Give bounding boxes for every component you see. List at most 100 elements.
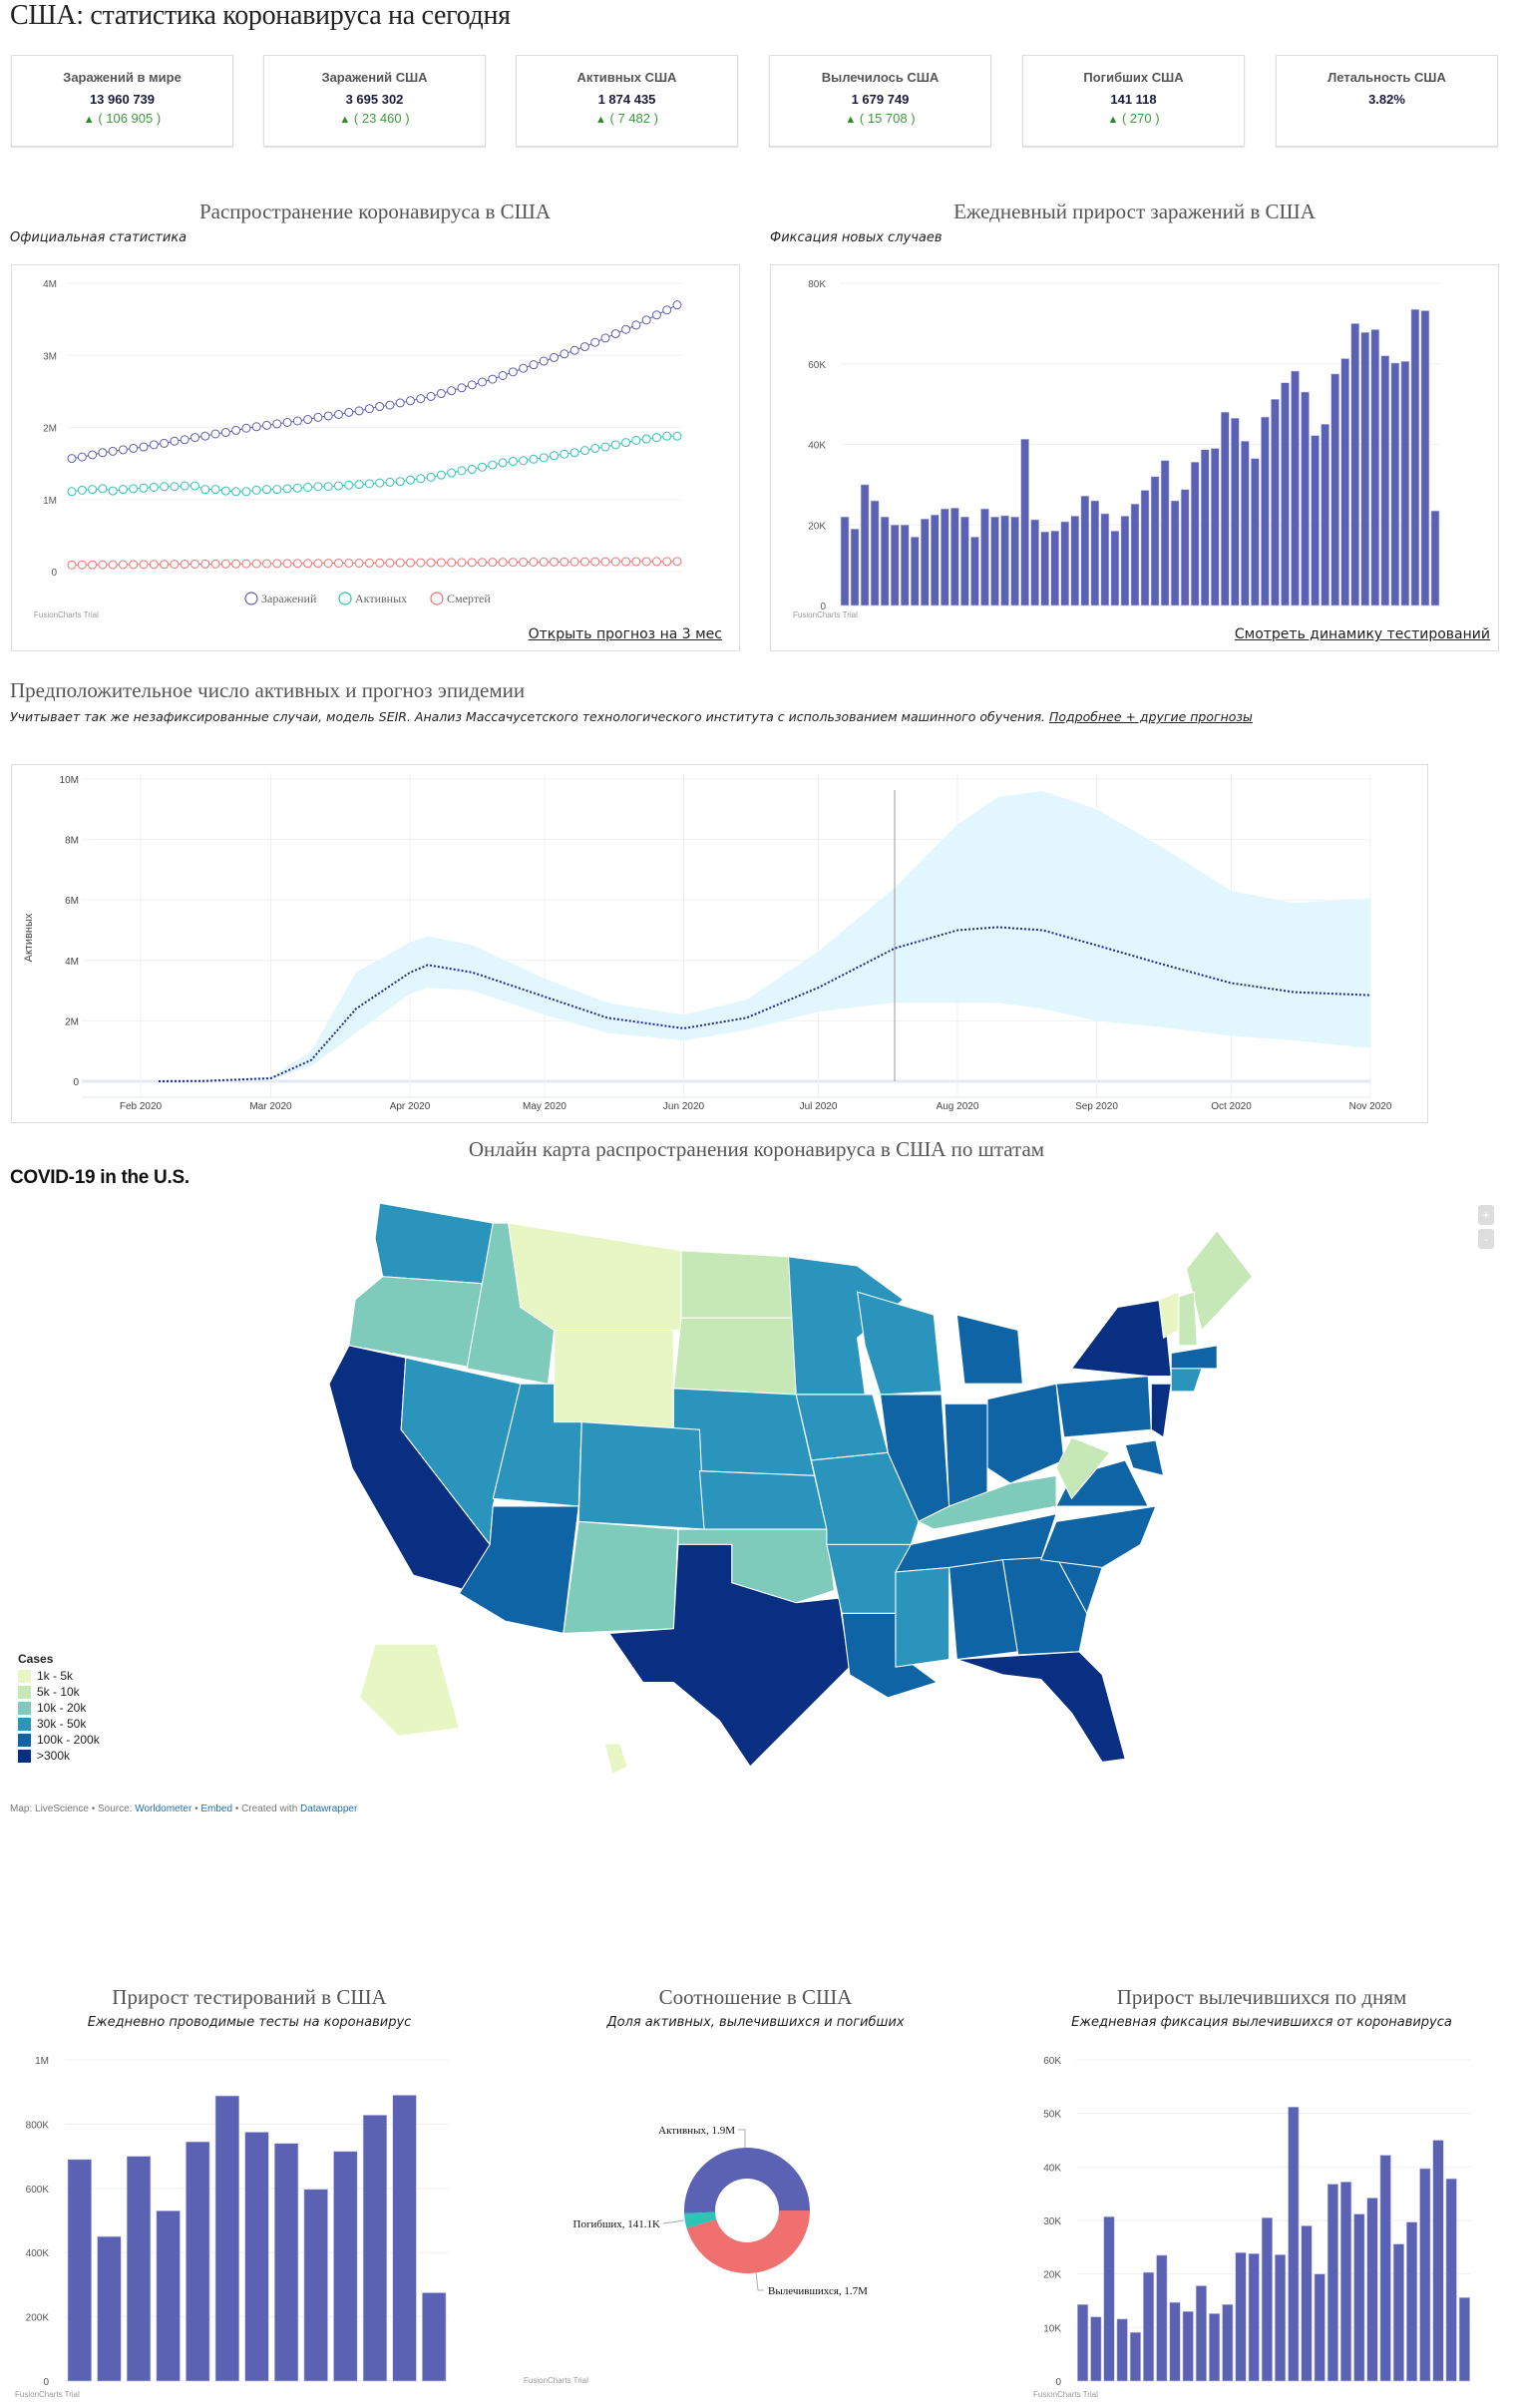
data-point (447, 386, 457, 396)
map-section-title: Онлайн карта распространения коронавирус… (468, 1137, 1045, 1161)
series-line (71, 304, 678, 460)
data-point (621, 324, 631, 334)
map-state-ct[interactable] (1170, 1368, 1203, 1393)
open-forecast-link[interactable]: Открыть прогноз на 3 мес (528, 626, 722, 642)
map-legend-item: 100k - 200k (18, 1732, 100, 1748)
us-choropleth-map[interactable] (329, 1192, 1271, 1798)
map-state-wi[interactable] (856, 1291, 943, 1396)
map-state-ms[interactable] (895, 1566, 950, 1668)
arrow-up-icon: ▲ (845, 114, 857, 126)
legend-label: Смертей (447, 592, 491, 605)
bar (1070, 516, 1080, 606)
bar (1220, 411, 1230, 606)
stat-card-us-active: Активных США 1 874 435 ▲ ( 7 482 ) (516, 55, 738, 147)
map-state-mi[interactable] (955, 1314, 1023, 1385)
map-state-nh[interactable] (1178, 1291, 1198, 1347)
map-state-ky[interactable] (917, 1474, 1057, 1530)
data-point (550, 451, 560, 461)
stat-value: 1 874 435 (597, 92, 656, 107)
more-forecasts-link[interactable]: Подробнее + другие прогнозы (1048, 709, 1253, 724)
legend-label: >300k (37, 1749, 71, 1763)
data-point (631, 557, 641, 567)
bar (333, 2151, 358, 2382)
data-point (631, 320, 641, 330)
data-point (579, 446, 589, 456)
bar (1241, 440, 1250, 606)
data-point (231, 559, 241, 569)
bar (1432, 2140, 1444, 2382)
data-point (621, 438, 631, 448)
map-legend-item: >300k (18, 1748, 100, 1764)
data-point (98, 484, 108, 494)
data-point (508, 456, 518, 466)
data-point (560, 449, 569, 459)
data-point (251, 559, 261, 569)
map-zoom-out-button[interactable]: - (1478, 1229, 1494, 1249)
data-point (344, 407, 354, 417)
map-state-az[interactable] (458, 1505, 579, 1635)
data-point (436, 558, 446, 568)
confidence-band (159, 791, 1370, 1081)
y-tick-label: 0 (1055, 2377, 1061, 2388)
stat-card-us-recovered: Вылечилось США 1 679 749 ▲ ( 15 708 ) (769, 55, 991, 147)
bar (1288, 2106, 1300, 2382)
map-state-nc[interactable] (1039, 1505, 1157, 1568)
map-zoom-in-button[interactable]: + (1478, 1205, 1494, 1225)
data-point (590, 557, 600, 567)
map-state-or[interactable] (348, 1276, 494, 1370)
donut-slice (684, 2148, 811, 2213)
arrow-up-icon: ▲ (1107, 114, 1119, 126)
bar (840, 516, 850, 606)
bar (960, 516, 969, 606)
data-point (313, 412, 323, 422)
data-point (406, 475, 416, 485)
data-point (395, 398, 405, 408)
data-point (385, 400, 395, 410)
data-point (672, 557, 682, 567)
data-point (241, 559, 251, 569)
map-state-tx[interactable] (607, 1543, 851, 1768)
map-state-ma[interactable] (1170, 1345, 1218, 1370)
map-state-hi[interactable] (603, 1743, 628, 1776)
data-point (129, 484, 139, 494)
data-point (251, 422, 261, 432)
legend-swatch (18, 1669, 31, 1683)
datawrapper-link[interactable]: Datawrapper (300, 1804, 358, 1814)
data-point (651, 310, 661, 320)
map-state-md[interactable] (1124, 1439, 1165, 1477)
map-state-nj[interactable] (1150, 1383, 1172, 1438)
map-state-wv[interactable] (1055, 1436, 1111, 1500)
data-point (600, 333, 610, 343)
data-point (108, 486, 118, 496)
bar (1110, 531, 1120, 606)
data-point (200, 559, 210, 569)
data-point (539, 557, 549, 567)
map-state-ak[interactable] (359, 1643, 461, 1737)
bar (1020, 438, 1029, 606)
embed-link[interactable]: Embed (200, 1804, 233, 1814)
data-point (220, 486, 230, 496)
map-state-fl[interactable] (956, 1651, 1126, 1763)
stat-delta: ▲ ( 15 708 ) (770, 111, 990, 126)
data-point (457, 466, 467, 476)
data-point (436, 470, 446, 480)
data-point (200, 485, 210, 495)
data-point (303, 482, 313, 492)
data-point (478, 462, 488, 472)
data-point (323, 559, 333, 569)
stat-delta-value: ( 106 905 ) (98, 111, 162, 126)
testing-dynamics-link[interactable]: Смотреть динамику тестирований (1234, 626, 1490, 642)
spread-chart-subtitle: Официальная статистика (10, 230, 188, 245)
data-point (333, 409, 343, 419)
worldometer-link[interactable]: Worldometer (135, 1804, 192, 1814)
data-point (539, 453, 549, 463)
bar (422, 2292, 447, 2382)
y-tick-label: 600K (26, 2185, 50, 2196)
map-state-me[interactable] (1185, 1229, 1254, 1332)
map-state-oh[interactable] (986, 1383, 1065, 1484)
map-state-ny[interactable] (1070, 1299, 1172, 1378)
data-point (590, 337, 600, 347)
daily-bars: 0 20K 40K 60K 80K (808, 279, 1440, 612)
legend-swatch (18, 1749, 31, 1763)
